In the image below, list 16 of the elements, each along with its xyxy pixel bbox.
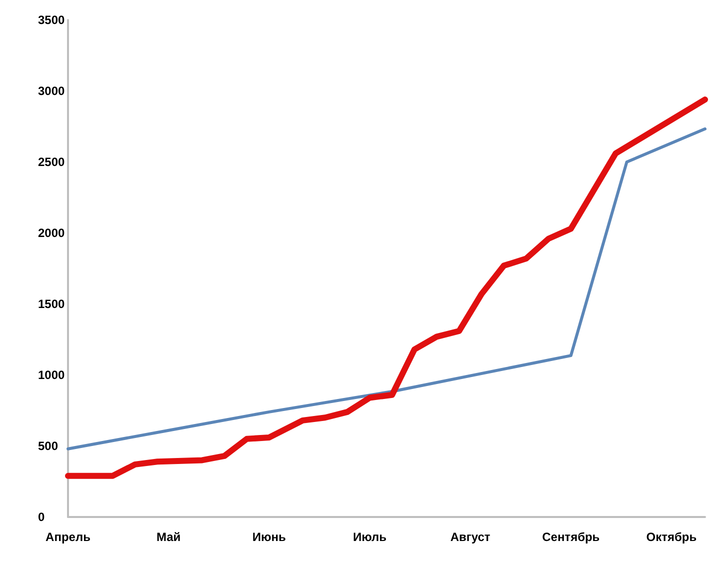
- y-tick-label: 1000: [38, 368, 66, 382]
- x-tick-label: Август: [450, 530, 490, 544]
- y-tick-label: 500: [38, 439, 58, 453]
- x-tick-label: Сентябрь: [542, 530, 600, 544]
- y-tick-label: 2500: [38, 155, 66, 169]
- y-tick-label: 2000: [38, 226, 66, 240]
- x-tick-label: Июль: [352, 530, 387, 544]
- y-tick-label: 0: [38, 510, 45, 524]
- x-tick-label: Май: [156, 530, 181, 544]
- y-tick-label: 1500: [38, 297, 66, 311]
- x-tick-label: Июнь: [252, 530, 286, 544]
- x-tick-label: Апрель: [46, 530, 90, 544]
- x-tick-label: Октябрь: [646, 530, 697, 544]
- y-tick-label: 3500: [38, 13, 66, 27]
- line-series: [66, 127, 706, 450]
- y-tick-label: 3000: [38, 84, 66, 98]
